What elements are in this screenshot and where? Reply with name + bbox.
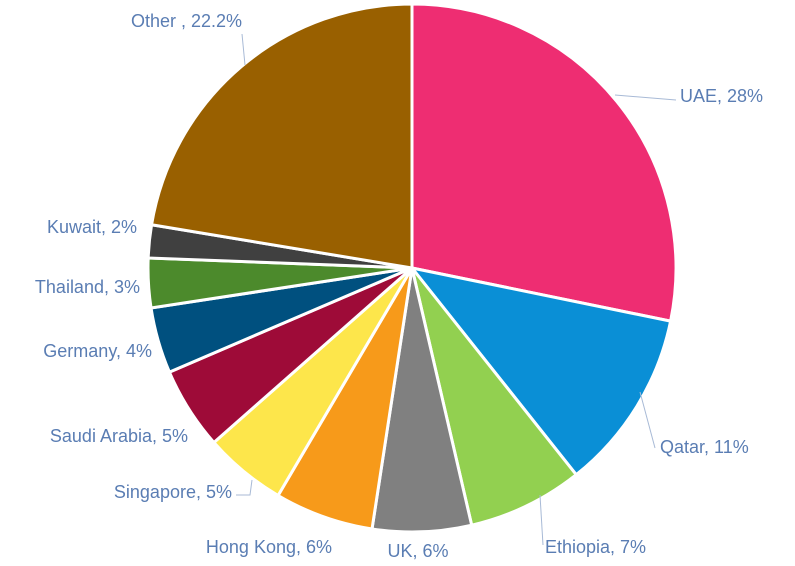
leader-line xyxy=(236,479,253,496)
leader-line xyxy=(539,494,544,546)
leader-line xyxy=(241,33,246,66)
data-label: Germany, 4% xyxy=(43,341,152,361)
pie-slice xyxy=(410,267,579,527)
pie-slice xyxy=(408,265,673,477)
pie-slice xyxy=(410,2,678,323)
data-label: Other , 22.2% xyxy=(131,11,242,31)
data-label: Ethiopia, 7% xyxy=(545,537,646,557)
leader-line xyxy=(614,94,677,101)
data-label: Singapore, 5% xyxy=(114,482,232,502)
data-label: Kuwait, 2% xyxy=(47,217,137,237)
pie-slice xyxy=(149,2,414,270)
data-label: UAE, 28% xyxy=(680,86,763,106)
data-label: Thailand, 3% xyxy=(35,277,140,297)
data-label: Qatar, 11% xyxy=(660,437,749,457)
data-label: Hong Kong, 6% xyxy=(206,537,332,557)
leader-line xyxy=(639,391,656,449)
data-label: UK, 6% xyxy=(387,541,448,561)
data-label: Saudi Arabia, 5% xyxy=(50,426,188,446)
